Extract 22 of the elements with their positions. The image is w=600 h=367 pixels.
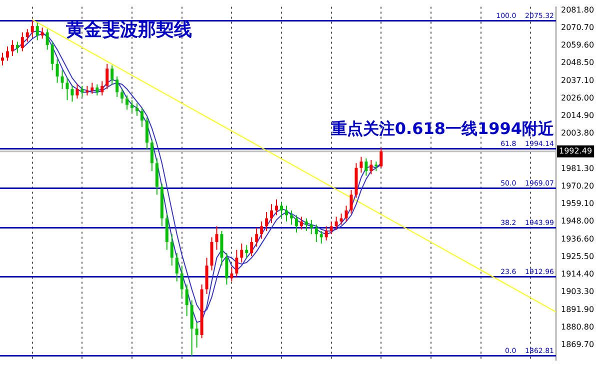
y-tick-label: 2059.60 (561, 40, 594, 50)
y-tick-label: 1948.00 (561, 216, 594, 226)
y-tick-label: 2037.10 (561, 76, 594, 86)
y-tick-label: 2081.80 (561, 6, 594, 15)
y-tick-label: 2070.70 (561, 23, 594, 32)
y-tick-label: 2003.80 (561, 128, 594, 138)
y-tick-label: 1936.60 (561, 234, 594, 244)
y-tick-label: 1981.30 (561, 164, 594, 174)
y-tick-label: 1880.80 (561, 322, 594, 332)
y-tick-label: 1903.30 (561, 287, 594, 296)
y-tick-label: 2014.90 (561, 111, 594, 120)
y-tick-label: 2026.00 (561, 94, 594, 103)
annotation: 重点关注0.618一线1994附近 (330, 119, 555, 138)
y-tick-label: 2048.50 (561, 58, 594, 68)
y-tick-label: 1970.20 (561, 182, 594, 191)
y-tick-label: 1959.10 (561, 199, 594, 208)
y-tick-label: 1925.50 (561, 252, 594, 262)
y-tick-label: 1869.70 (561, 340, 594, 349)
text: 黄金斐波那契线 (65, 20, 192, 41)
y-tick-label: 1914.40 (561, 270, 594, 279)
ref-line-label: 1992.49 (559, 146, 592, 156)
y-tick-label: 1891.90 (561, 304, 594, 314)
